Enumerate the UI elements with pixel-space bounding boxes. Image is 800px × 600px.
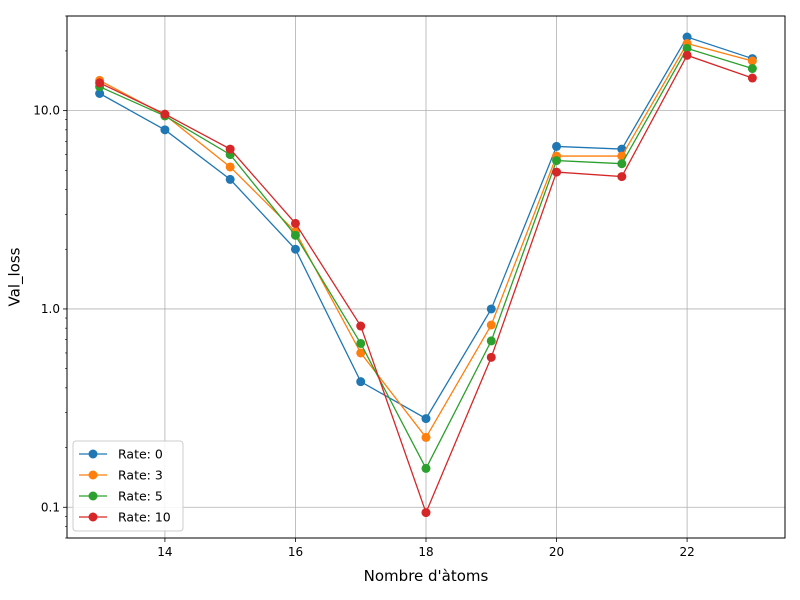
data-point [747, 64, 757, 74]
y-tick-label: 1.0 [41, 302, 60, 316]
legend-item: Rate: 3 [79, 468, 163, 483]
series-lines [95, 32, 757, 518]
data-point [356, 377, 366, 387]
data-point [552, 141, 562, 151]
legend-marker [88, 491, 98, 501]
y-axis-label: Val_loss [6, 247, 25, 306]
data-point [95, 88, 105, 98]
legend-marker [88, 470, 98, 480]
data-point [617, 159, 627, 169]
data-point [160, 109, 170, 119]
legend-box [72, 440, 184, 532]
legend-label: Rate: 5 [118, 489, 163, 504]
data-point [682, 32, 692, 42]
x-tick-label: 20 [549, 545, 564, 559]
x-tick-label: 18 [418, 545, 433, 559]
data-point [225, 174, 235, 184]
data-point [421, 463, 431, 473]
x-tick-label: 22 [679, 545, 694, 559]
data-point [225, 144, 235, 154]
data-point [747, 56, 757, 66]
y-tick-label: 0.1 [41, 500, 60, 514]
data-point [421, 432, 431, 442]
data-point [747, 73, 757, 83]
data-point [290, 218, 300, 228]
x-tick-label: 14 [157, 545, 172, 559]
data-point [486, 352, 496, 362]
data-point [290, 244, 300, 254]
data-point [486, 304, 496, 314]
data-point [356, 321, 366, 331]
grid-lines [67, 16, 785, 538]
data-point [225, 162, 235, 172]
data-point [682, 43, 692, 53]
legend-marker [88, 449, 98, 459]
data-point [421, 414, 431, 424]
data-point [290, 230, 300, 240]
data-point [552, 167, 562, 177]
legend-label: Rate: 0 [118, 447, 163, 462]
data-point [552, 156, 562, 166]
y-tick-label: 10.0 [33, 104, 60, 118]
legend-item: Rate: 10 [79, 510, 171, 525]
legend-item: Rate: 0 [79, 447, 163, 462]
y-axis-ticks: 0.1 1.0 10.0 [33, 15, 67, 539]
legend: Rate: 0 Rate: 3 Rate: 5 Rate: 10 [72, 440, 184, 532]
data-point [356, 348, 366, 358]
data-point [682, 50, 692, 60]
data-point [160, 125, 170, 135]
x-axis-ticks: 14 16 18 20 22 [157, 538, 695, 559]
data-point [356, 338, 366, 348]
legend-label: Rate: 3 [118, 468, 163, 483]
data-point [421, 508, 431, 518]
legend-label: Rate: 10 [118, 510, 171, 525]
x-tick-label: 16 [288, 545, 303, 559]
data-point [486, 320, 496, 330]
data-point [617, 151, 627, 161]
series-0 [95, 32, 757, 424]
legend-item: Rate: 5 [79, 489, 163, 504]
data-point [95, 78, 105, 88]
data-point [486, 336, 496, 346]
data-point [617, 172, 627, 182]
series-3 [95, 50, 757, 518]
x-axis-label: Nombre d'àtoms [364, 567, 489, 585]
legend-marker [88, 512, 98, 522]
